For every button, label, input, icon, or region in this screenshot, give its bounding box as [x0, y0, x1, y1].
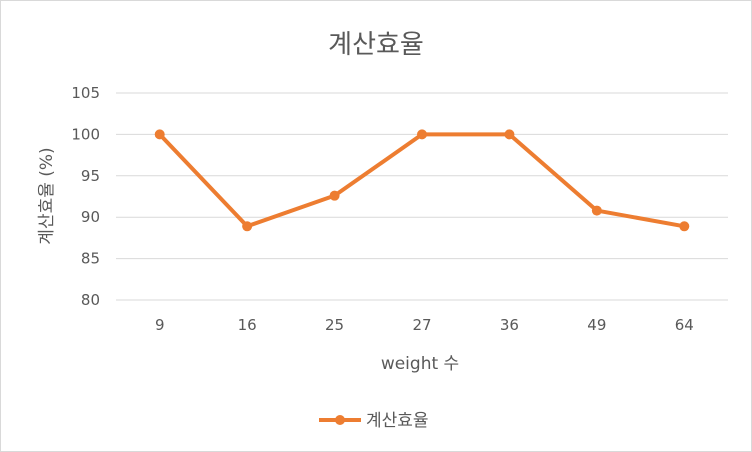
x-axis-ticks: 9 16 25 27 36 49 64 [155, 316, 694, 334]
x-tick-label: 25 [325, 316, 344, 334]
series-line-path [157, 132, 687, 229]
y-tick-label: 100 [71, 125, 100, 143]
y-axis-title: 계산효율 (%) [37, 147, 57, 244]
y-tick-label: 80 [81, 291, 100, 309]
data-point[interactable] [329, 190, 340, 201]
y-tick-label: 85 [81, 250, 100, 268]
data-point[interactable] [504, 129, 515, 140]
data-point[interactable] [417, 129, 427, 140]
x-tick-label: 64 [675, 316, 694, 334]
x-tick-label: 49 [587, 316, 606, 334]
data-point[interactable] [154, 129, 165, 140]
legend[interactable]: 계산효율 [319, 411, 429, 431]
legend-point-marker [335, 415, 345, 425]
x-tick-label: 27 [412, 316, 431, 334]
x-tick-label: 36 [500, 316, 519, 334]
data-point[interactable] [242, 221, 253, 232]
x-axis-title: weight 수 [381, 354, 459, 374]
y-tick-label: 90 [81, 208, 100, 226]
data-point[interactable] [591, 205, 602, 216]
y-tick-label: 95 [81, 167, 100, 185]
legend-label: 계산효율 [366, 411, 429, 431]
y-axis-ticks: 80 85 90 95 100 105 [71, 84, 100, 309]
data-point[interactable] [679, 221, 690, 232]
gridlines [116, 92, 728, 301]
chart-title: 계산효율 [328, 30, 424, 60]
x-tick-label: 16 [238, 316, 257, 334]
series-line [154, 129, 690, 232]
x-tick-label: 9 [155, 316, 165, 334]
y-tick-label: 105 [71, 84, 100, 102]
